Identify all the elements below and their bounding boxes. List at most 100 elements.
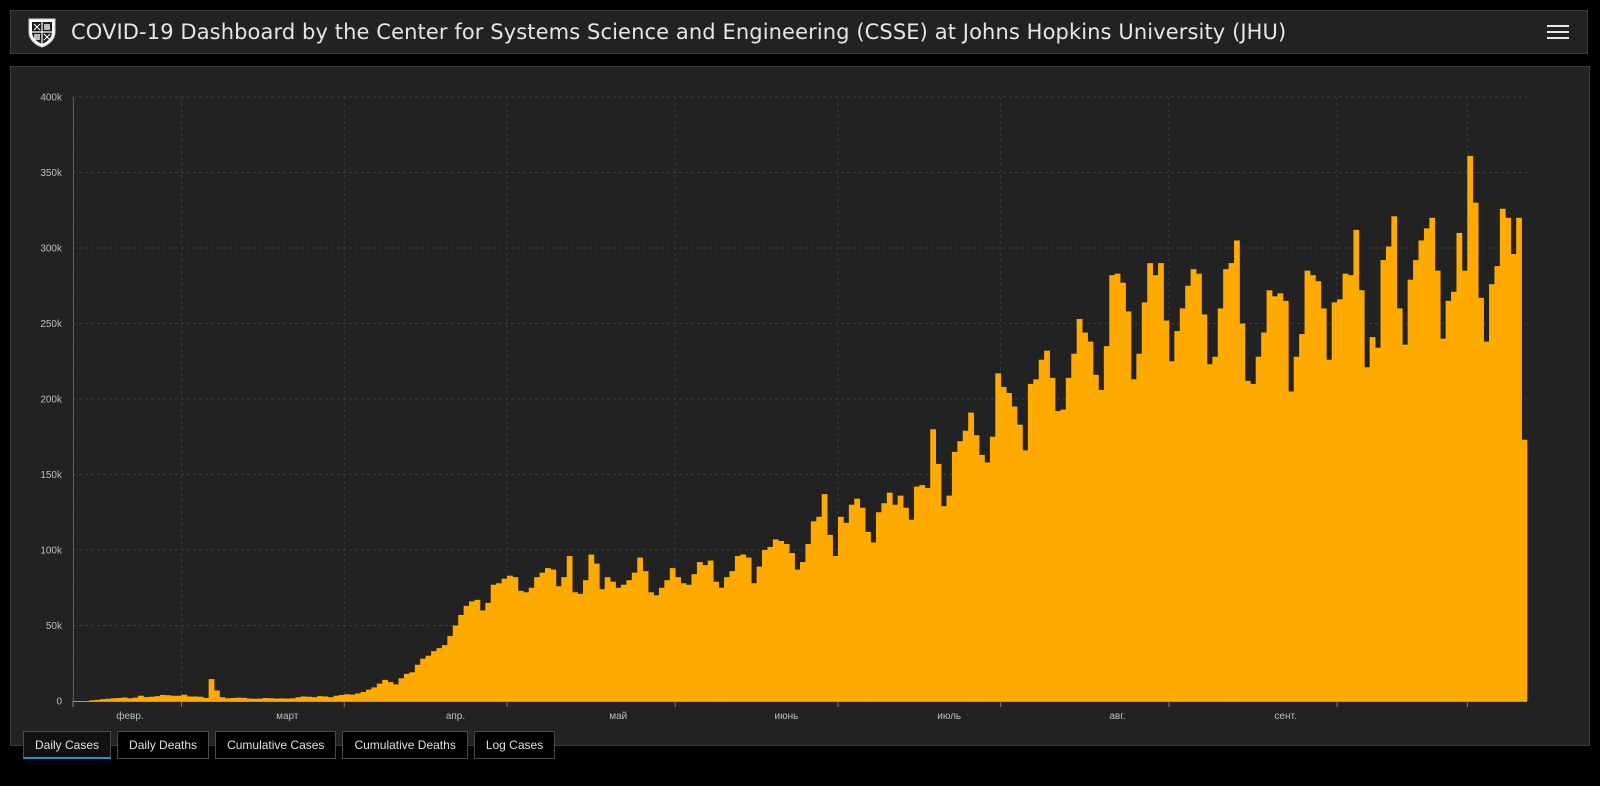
bar[interactable] (371, 687, 378, 701)
bar[interactable] (881, 503, 888, 701)
bar[interactable] (1402, 344, 1408, 701)
bar[interactable] (756, 566, 763, 701)
bar[interactable] (984, 462, 991, 701)
bar[interactable] (1044, 350, 1050, 701)
bar[interactable] (1185, 285, 1191, 701)
bar[interactable] (1168, 361, 1175, 701)
bar[interactable] (1467, 155, 1474, 701)
bar[interactable] (425, 655, 432, 701)
bar[interactable] (539, 572, 546, 701)
bar[interactable] (1299, 334, 1305, 701)
bar[interactable] (810, 521, 817, 701)
bar[interactable] (1201, 314, 1208, 701)
bar[interactable] (414, 664, 421, 701)
bar[interactable] (566, 556, 573, 701)
bar[interactable] (431, 651, 437, 701)
bar[interactable] (816, 516, 823, 701)
bar[interactable] (387, 682, 394, 702)
bar[interactable] (105, 698, 112, 701)
bar[interactable] (1385, 246, 1392, 702)
bar[interactable] (1451, 291, 1457, 701)
bar[interactable] (1000, 386, 1007, 701)
bar[interactable] (1391, 216, 1398, 702)
tab-cumulative-cases[interactable]: Cumulative Cases (215, 731, 337, 759)
bar[interactable] (865, 531, 871, 701)
tab-daily-deaths[interactable]: Daily Deaths (117, 731, 210, 759)
bar[interactable] (908, 519, 915, 701)
bar[interactable] (420, 658, 426, 701)
bar[interactable] (1445, 300, 1452, 701)
bar[interactable] (1011, 406, 1018, 701)
bar[interactable] (208, 679, 215, 701)
bar[interactable] (924, 488, 931, 701)
bar[interactable] (1440, 338, 1446, 701)
bar[interactable] (989, 436, 996, 701)
bar[interactable] (311, 697, 318, 701)
bar[interactable] (1130, 379, 1137, 701)
bar[interactable] (116, 697, 123, 701)
bar[interactable] (1054, 411, 1061, 701)
bar[interactable] (235, 697, 242, 701)
bar[interactable] (751, 583, 757, 701)
bar[interactable] (1510, 254, 1517, 702)
bar[interactable] (1456, 232, 1463, 701)
bar[interactable] (545, 568, 551, 701)
bar[interactable] (615, 587, 622, 701)
bar[interactable] (941, 506, 947, 701)
bar[interactable] (224, 698, 231, 701)
bar[interactable] (1141, 302, 1148, 701)
bar[interactable] (317, 696, 323, 701)
bar[interactable] (724, 577, 730, 701)
bar[interactable] (1293, 356, 1300, 701)
bar[interactable] (1429, 217, 1436, 702)
bar[interactable] (1092, 374, 1099, 701)
bar[interactable] (1027, 383, 1034, 701)
bar[interactable] (745, 557, 752, 701)
bar[interactable] (648, 592, 654, 701)
bar[interactable] (159, 694, 166, 701)
bar[interactable] (306, 696, 313, 701)
bar[interactable] (355, 693, 361, 701)
bar[interactable] (230, 697, 237, 701)
bar[interactable] (1418, 240, 1425, 701)
bar[interactable] (859, 507, 866, 701)
bar[interactable] (170, 695, 177, 701)
bar[interactable] (1065, 377, 1072, 701)
bar[interactable] (1434, 270, 1441, 701)
bar[interactable] (1136, 353, 1143, 701)
bar[interactable] (360, 691, 367, 701)
tab-daily-cases[interactable]: Daily Cases (23, 731, 112, 759)
bar[interactable] (214, 690, 220, 701)
bar[interactable] (903, 507, 909, 701)
bar[interactable] (789, 553, 795, 701)
bar[interactable] (848, 504, 855, 701)
bar[interactable] (1369, 337, 1376, 701)
bar[interactable] (1347, 275, 1354, 701)
bar[interactable] (837, 516, 844, 701)
bar[interactable] (512, 577, 519, 701)
bar[interactable] (295, 697, 302, 701)
bar[interactable] (631, 572, 638, 701)
bar[interactable] (89, 700, 96, 701)
bar[interactable] (273, 698, 280, 701)
bar[interactable] (1261, 332, 1267, 701)
bar[interactable] (517, 590, 524, 701)
bar[interactable] (300, 696, 307, 701)
bar[interactable] (832, 556, 839, 701)
bar[interactable] (620, 584, 627, 701)
bar[interactable] (1250, 383, 1257, 701)
bar[interactable] (165, 695, 172, 701)
bar[interactable] (94, 699, 101, 701)
bar[interactable] (338, 694, 345, 701)
bar[interactable] (148, 696, 155, 701)
bar[interactable] (333, 695, 340, 701)
bar[interactable] (740, 554, 747, 701)
bar[interactable] (718, 587, 725, 701)
bar[interactable] (951, 451, 958, 701)
bar[interactable] (469, 601, 475, 701)
bar[interactable] (1396, 308, 1403, 701)
bar[interactable] (892, 504, 899, 701)
bar[interactable] (1407, 279, 1414, 701)
bar[interactable] (197, 696, 204, 701)
bar[interactable] (121, 697, 128, 701)
